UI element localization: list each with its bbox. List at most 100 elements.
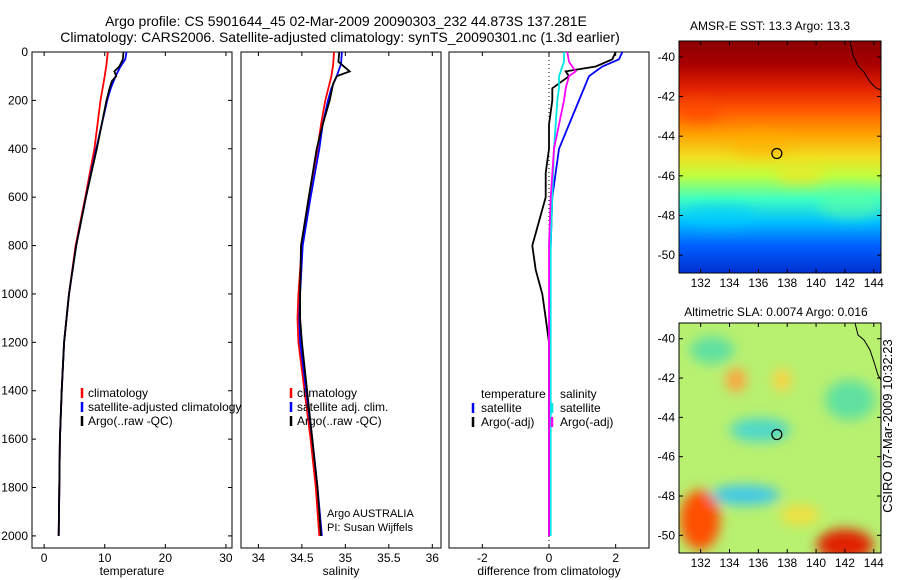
x-axis-label: salinity: [323, 564, 360, 578]
y-tick-label: -50: [658, 248, 676, 262]
y-tick-label: 600: [8, 190, 28, 204]
y-tick-label: -46: [658, 450, 676, 464]
series-line: [549, 52, 565, 536]
legend-label: Argo(-adj): [560, 415, 613, 429]
sst-map-title: AMSR-E SST: 13.3 Argo: 13.3: [690, 19, 850, 33]
x-tick-label: 136: [748, 556, 768, 570]
legend-label: satellite: [560, 401, 601, 415]
sla-low-patch: [690, 336, 734, 364]
figure-title-line2: Climatology: CARS2006. Satellite-adjuste…: [60, 29, 620, 45]
y-tick-label: -48: [658, 208, 676, 222]
x-tick-label: 20: [159, 551, 173, 565]
x-tick-label: 140: [806, 276, 826, 290]
x-tick-label: 142: [835, 276, 855, 290]
legend-label: climatology: [297, 386, 357, 400]
y-tick-label: 800: [8, 239, 28, 253]
x-tick-label: 36: [426, 551, 440, 565]
x-tick-label: -2: [477, 551, 488, 565]
sla-map-axes: 132 134 136 138 140 142 144 -40 -42 -44 -46 -48 -50: [658, 323, 884, 570]
annotation-text: PI: Susan Wijffels: [327, 522, 413, 534]
y-tick-label: 0: [21, 45, 28, 59]
sla-low-patch: [825, 380, 875, 420]
y-tick-label: 2000: [1, 529, 28, 543]
temperature-panel: 0 10 20 30 0 200 400 600 800 1000 1200 1400 1600 1800…: [1, 45, 241, 578]
x-tick-label: 140: [806, 556, 826, 570]
legend-label: climatology: [88, 386, 148, 400]
x-tick-label: 142: [835, 556, 855, 570]
y-tick-label: -48: [658, 489, 676, 503]
sla-high-patch: [817, 529, 873, 553]
figure-title-line1: Argo profile: CS 5901644_45 02-Mar-2009 …: [105, 13, 587, 29]
legend-label: Argo(-adj): [481, 415, 534, 429]
sla-high-patch: [773, 369, 791, 391]
legend-label: Argo(..raw -QC): [88, 414, 173, 428]
sla-map-frame: [678, 322, 882, 554]
annotation-text: Argo AUSTRALIA: [327, 508, 414, 520]
x-tick-label: 132: [691, 276, 711, 290]
side-timestamp-label: CSIRO 07-Mar-2009 10:32:23: [880, 339, 895, 512]
x-tick-label: 34: [252, 551, 266, 565]
y-tick-label: -40: [658, 50, 676, 64]
argo-location-marker: [771, 428, 783, 441]
sst-cool-patch: [818, 191, 881, 219]
y-tick-label: -42: [658, 371, 676, 385]
sla-high-patch: [680, 490, 720, 550]
legend-label: satellite-adjusted climatology: [88, 400, 241, 414]
sla-coastline: [854, 322, 882, 381]
argo-location-marker: [771, 147, 783, 160]
sst-warm-patch: [679, 102, 722, 122]
y-tick-label: 1200: [1, 335, 28, 349]
sst-cool-patch: [685, 205, 755, 225]
sst-map-axes: 132 134 136 138 140 142 144 -40 -42 -44 -46 -48 -50: [658, 41, 884, 290]
x-tick-label: 2: [612, 551, 619, 565]
x-tick-label: 35: [339, 551, 353, 565]
sla-variability: [680, 336, 875, 553]
sla-low-patch: [730, 418, 790, 442]
sla-low-patch: [710, 485, 780, 505]
y-tick-label: 1000: [1, 287, 28, 301]
x-tick-label: 30: [219, 551, 233, 565]
x-tick-label: 10: [98, 551, 112, 565]
y-tick-label: 200: [8, 93, 28, 107]
sst-warm-patch: [775, 165, 825, 185]
series-line: [57, 51, 125, 536]
y-tick-label: 1800: [1, 481, 28, 495]
sst-coastline: [849, 40, 882, 91]
y-tick-label: -50: [658, 528, 676, 542]
y-tick-label: -46: [658, 169, 676, 183]
x-tick-label: 138: [777, 276, 797, 290]
legend-heading: salinity: [560, 387, 597, 401]
x-tick-label: 134: [719, 276, 739, 290]
sla-map-title: Altimetric SLA: 0.0074 Argo: 0.016: [684, 305, 868, 319]
sst-variability: [679, 102, 881, 225]
sst-map-frame: [678, 40, 882, 274]
salinity-panel: 34 34.5 35 35.5 36 salinity climatologysatelli…: [240, 51, 442, 578]
sla-high-patch: [726, 368, 746, 392]
sla-map: [679, 323, 881, 553]
y-tick-label: -44: [658, 410, 676, 424]
series-line: [548, 51, 577, 536]
sst-warm-patch: [730, 133, 790, 157]
series-line: [299, 51, 352, 536]
plot-frame: [31, 51, 233, 549]
x-tick-label: 34.5: [290, 551, 314, 565]
x-tick-label: 132: [691, 556, 711, 570]
y-tick-label: -42: [658, 90, 676, 104]
x-tick-label: 0: [41, 551, 48, 565]
y-tick-label: 1600: [1, 432, 28, 446]
sla-high-patch: [780, 505, 820, 525]
x-tick-label: 134: [719, 556, 739, 570]
y-tick-label: -40: [658, 332, 676, 346]
x-tick-label: 138: [777, 556, 797, 570]
x-tick-label: 144: [864, 276, 884, 290]
legend-label: satellite adj. clim.: [297, 400, 388, 414]
y-tick-label: -44: [658, 129, 676, 143]
plot-frame: [240, 51, 442, 549]
y-tick-label: 400: [8, 142, 28, 156]
y-tick-label: 1400: [1, 384, 28, 398]
x-axis-label: temperature: [100, 564, 165, 578]
x-tick-label: 136: [748, 276, 768, 290]
x-tick-label: 144: [864, 556, 884, 570]
